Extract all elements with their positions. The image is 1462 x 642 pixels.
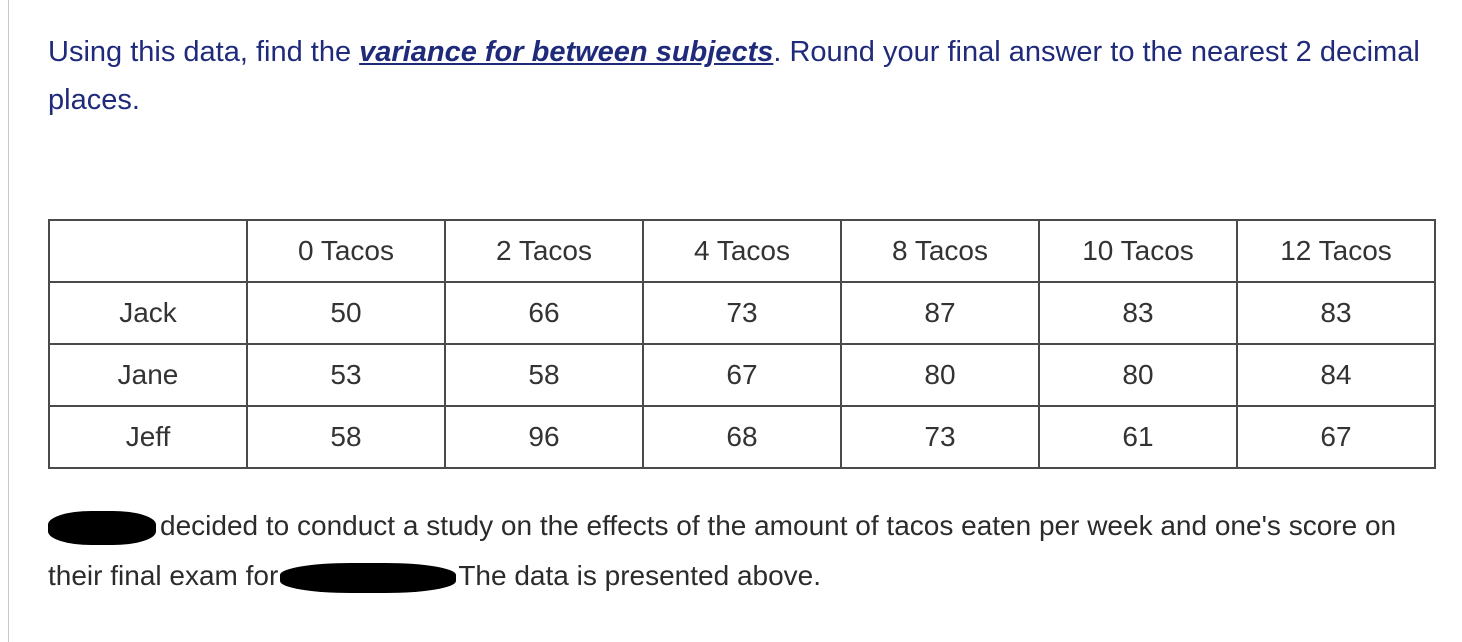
table-cell: 67 [642,343,842,407]
story-text: decided to conduct a study on the effect… [48,501,1448,601]
header-cell: 2 Tacos [444,219,644,283]
row-label: Jack [48,281,248,345]
question-suffix: . Round your final answer to the nearest… [48,36,1420,116]
table-cell: 84 [1236,343,1436,407]
story-part1: decided to conduct a study on the effect… [48,510,1397,591]
table-row: Jeff 58 96 68 73 61 67 [48,405,1436,469]
table-cell: 67 [1236,405,1436,469]
header-cell: 4 Tacos [642,219,842,283]
table-cell: 80 [1038,343,1238,407]
table-row: Jane 53 58 67 80 80 84 [48,343,1436,407]
header-cell: 8 Tacos [840,219,1040,283]
header-row: 0 Tacos 2 Tacos 4 Tacos 8 Tacos 10 Tacos… [48,219,1436,283]
table-cell: 83 [1038,281,1238,345]
header-cell: 0 Tacos [246,219,446,283]
header-cell: 12 Tacos [1236,219,1436,283]
table-cell: 83 [1236,281,1436,345]
table-cell: 58 [444,343,644,407]
row-label: Jeff [48,405,248,469]
left-border [8,0,9,642]
row-label: Jane [48,343,248,407]
data-table: 0 Tacos 2 Tacos 4 Tacos 8 Tacos 10 Tacos… [48,219,1436,469]
table-cell: 73 [642,281,842,345]
table-cell: 66 [444,281,644,345]
story-part2: The data is presented above. [458,560,822,591]
table-cell: 73 [840,405,1040,469]
table-cell: 58 [246,405,446,469]
table-cell: 96 [444,405,644,469]
table-cell: 80 [840,343,1040,407]
header-cell: 10 Tacos [1038,219,1238,283]
question-prefix: Using this data, find the [48,36,360,68]
table-cell: 50 [246,281,446,345]
table-cell: 61 [1038,405,1238,469]
question-emphasis: variance for between subjects [359,36,774,68]
redaction-mark [280,562,457,593]
table-cell: 68 [642,405,842,469]
table-cell: 53 [246,343,446,407]
header-cell [48,219,248,283]
question-text: Using this data, find the variance for b… [48,28,1438,124]
table-cell: 87 [840,281,1040,345]
table-row: Jack 50 66 73 87 83 83 [48,281,1436,345]
redaction-mark [48,510,156,545]
